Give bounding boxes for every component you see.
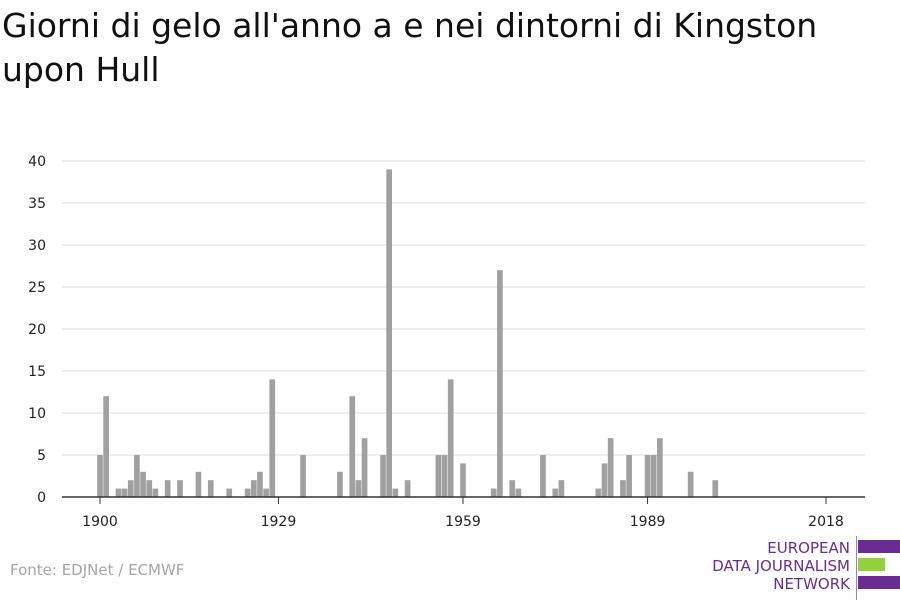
bar <box>392 488 399 497</box>
bar <box>244 488 251 497</box>
bar <box>134 455 140 497</box>
y-tick-label: 25 <box>28 280 46 296</box>
y-tick-label: 30 <box>28 238 46 254</box>
logo-wordmark: EUROPEAN DATA JOURNALISM NETWORK <box>712 539 850 593</box>
bar <box>515 488 522 497</box>
bar <box>644 455 651 497</box>
logo-line-2: DATA JOURNALISM <box>712 557 850 575</box>
bar <box>607 438 614 497</box>
bar <box>404 480 411 497</box>
bar <box>300 455 306 497</box>
bar <box>250 480 257 497</box>
bar <box>540 455 546 497</box>
bars <box>97 169 719 497</box>
bar <box>146 480 153 497</box>
bar <box>177 480 183 497</box>
bar <box>152 488 159 497</box>
bar <box>657 438 663 497</box>
logo-bar-bottom <box>858 576 900 589</box>
logo-line-3: NETWORK <box>773 575 850 593</box>
bar <box>337 471 343 497</box>
bar <box>620 480 626 497</box>
bar <box>650 455 657 497</box>
bar <box>460 463 466 497</box>
bar <box>441 455 448 497</box>
bar <box>361 438 368 497</box>
bar <box>263 488 269 497</box>
bar <box>509 480 516 497</box>
logo-line-1: EUROPEAN <box>767 539 850 557</box>
bar <box>435 455 442 497</box>
x-tick-label: 2018 <box>808 514 844 530</box>
x-tick-label: 1959 <box>445 514 481 530</box>
bar <box>121 488 128 497</box>
bar <box>601 463 608 497</box>
bar <box>552 488 559 497</box>
bar <box>595 488 602 497</box>
gridlines <box>62 160 865 456</box>
source-note: Fonte: EDJNet / ECMWF <box>10 561 185 579</box>
y-tick-label: 35 <box>28 196 46 212</box>
y-tick-label: 15 <box>28 364 46 380</box>
x-tick-label: 1989 <box>630 514 666 530</box>
bar <box>355 480 362 497</box>
bar <box>140 471 146 497</box>
bar <box>257 471 263 497</box>
bar <box>558 480 565 497</box>
logo-divider <box>856 536 857 600</box>
bar <box>687 471 694 497</box>
logo-bar-middle <box>858 558 885 571</box>
bar <box>712 480 719 497</box>
x-axis-ticks: 1900 1929 1959 1989 2018 <box>82 497 844 530</box>
bar <box>447 379 454 497</box>
bar <box>490 488 497 497</box>
y-tick-label: 5 <box>37 448 46 464</box>
edjnet-logo: EUROPEAN DATA JOURNALISM NETWORK <box>700 536 900 600</box>
y-axis-labels: 0 5 10 15 20 25 30 35 40 <box>28 154 46 506</box>
bar <box>97 455 103 497</box>
y-tick-label: 10 <box>28 406 46 422</box>
bar <box>349 396 356 497</box>
bar <box>164 480 171 497</box>
bar <box>626 455 632 497</box>
bar <box>226 488 233 497</box>
bar <box>103 396 109 497</box>
x-tick-label: 1900 <box>82 514 118 530</box>
chart-title: Giorni di gelo all'anno a e nei dintorni… <box>2 6 818 89</box>
bar <box>195 471 202 497</box>
y-tick-label: 20 <box>28 322 46 338</box>
y-tick-label: 0 <box>37 490 46 506</box>
bar <box>127 480 134 497</box>
bar <box>386 169 392 497</box>
bar <box>115 488 122 497</box>
bar <box>497 270 503 497</box>
logo-bar-top <box>858 540 900 553</box>
bar <box>269 379 276 497</box>
y-tick-label: 40 <box>28 154 46 170</box>
bar <box>380 455 386 497</box>
x-tick-label: 1929 <box>261 514 297 530</box>
bar <box>207 480 214 497</box>
